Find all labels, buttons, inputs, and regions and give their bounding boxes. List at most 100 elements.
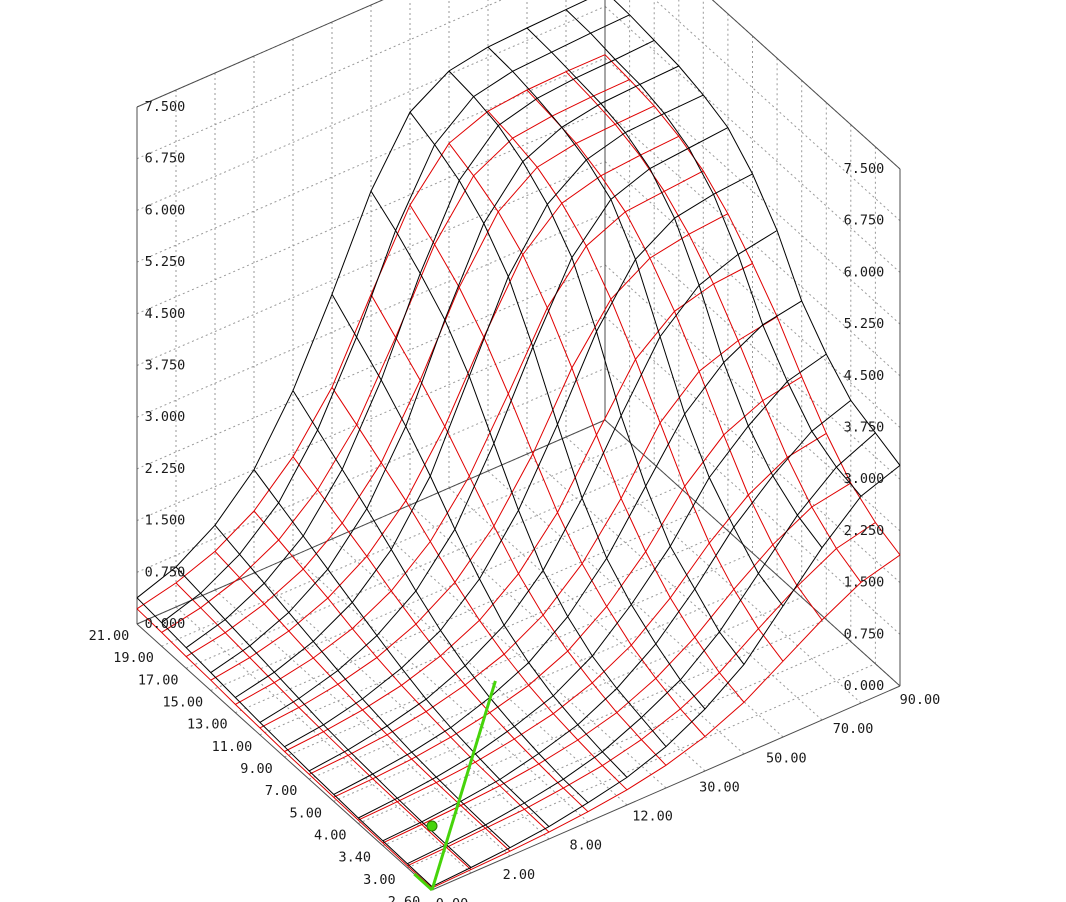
tick-label: 7.500 [145, 99, 186, 115]
grid-line [711, 0, 901, 170]
grid-line [259, 530, 729, 736]
tick-label: 50.00 [766, 750, 807, 766]
surface-line [333, 300, 802, 795]
tick-label: 5.00 [289, 805, 322, 821]
grid-line [604, 316, 901, 583]
grid-line [409, 504, 706, 772]
marker-line [413, 872, 434, 892]
surface-line [565, 71, 862, 583]
surface-layer [136, 0, 901, 889]
tick-label: 6.750 [145, 151, 186, 167]
surface-line [253, 469, 550, 827]
surface-line [292, 390, 589, 804]
surface-line [235, 170, 704, 705]
grid-line [136, 316, 606, 522]
tick-label: 2.60 [388, 894, 421, 902]
tick-label: 3.750 [145, 358, 186, 374]
tick-label: 17.00 [138, 672, 179, 688]
grid-line [175, 606, 472, 874]
grid-line [161, 441, 630, 647]
tick-label: 3.750 [844, 420, 885, 436]
tick-label: 90.00 [900, 692, 941, 708]
surface-line [214, 524, 511, 849]
grid-line [333, 596, 802, 802]
surface-line [526, 89, 823, 621]
grid-line [565, 436, 862, 704]
surface-line [526, 27, 823, 549]
grid-line [487, 470, 784, 738]
tick-label: 21.00 [89, 628, 130, 644]
surface-line [292, 456, 589, 813]
grid-line [604, 161, 901, 428]
surface-line [136, 608, 433, 889]
surface-line [253, 510, 550, 833]
surface-line [214, 551, 511, 852]
tick-label: 3.40 [339, 850, 372, 866]
surface-line [210, 65, 680, 674]
tick-label: 0.750 [844, 626, 885, 642]
tick-label: 0.000 [145, 616, 186, 632]
tick-label: 7.00 [265, 783, 298, 799]
tick-label: 19.00 [113, 650, 154, 666]
surface-line [161, 14, 630, 624]
surface-line [604, 54, 901, 556]
surface-line [259, 213, 729, 729]
surface-series [136, 54, 901, 889]
axis-frame [136, 0, 901, 891]
tick-label: 15.00 [162, 695, 203, 711]
frame-edge [604, 419, 901, 687]
tick-label: 0.00 [436, 896, 469, 902]
grid-line [526, 453, 823, 721]
axis-labels: 7.500 6.750 6.000 5.250 4.500 3.750 3.000 2.250… [89, 99, 941, 902]
tick-label: 6.000 [145, 202, 186, 218]
grid-line [235, 508, 704, 714]
surface-line [448, 142, 745, 703]
tick-label: 5.250 [844, 316, 885, 332]
tick-label: 30.00 [699, 779, 740, 795]
tick-label: 3.00 [363, 872, 396, 888]
surface-line [565, 9, 862, 497]
tick-label: 3.000 [145, 409, 186, 425]
surface-line [487, 110, 784, 662]
surface-line [487, 46, 784, 607]
tick-label: 2.250 [145, 461, 186, 477]
grid-layer [136, 0, 901, 874]
surface-line [136, 597, 433, 887]
tick-label: 4.500 [145, 306, 186, 322]
tick-label: 3.000 [844, 471, 885, 487]
surface-line [331, 294, 628, 778]
surface-line [370, 190, 667, 747]
surface-line [358, 432, 827, 821]
tick-label: 70.00 [833, 721, 874, 737]
frame-edge [136, 623, 433, 891]
surface-line [370, 294, 667, 766]
surface-line [333, 376, 802, 798]
surface-line [382, 400, 852, 842]
grid-line [253, 572, 550, 840]
surface-line [613, 0, 901, 466]
surface-line [175, 566, 472, 868]
surface-line [431, 554, 901, 889]
surface-line [448, 70, 745, 665]
tick-label: 12.00 [632, 809, 673, 825]
grid-line [331, 538, 628, 806]
tick-label: 2.250 [844, 523, 885, 539]
tick-label: 1.500 [145, 513, 186, 529]
grid-line [210, 486, 679, 691]
frame-edge [136, 0, 384, 108]
tick-label: 8.00 [569, 838, 602, 854]
marker-layer [413, 680, 497, 892]
tick-label: 6.000 [844, 264, 885, 280]
tick-label: 1.500 [844, 575, 885, 591]
grid-line [136, 161, 606, 366]
tick-label: 4.500 [844, 368, 885, 384]
frame-edge [136, 419, 606, 625]
surface-line [409, 204, 706, 737]
surface-line [308, 230, 778, 772]
tick-label: 6.750 [844, 213, 885, 229]
tick-label: 0.000 [844, 678, 885, 694]
surface-line [331, 387, 628, 791]
surface-line [409, 111, 706, 710]
frame-edge [431, 685, 901, 891]
